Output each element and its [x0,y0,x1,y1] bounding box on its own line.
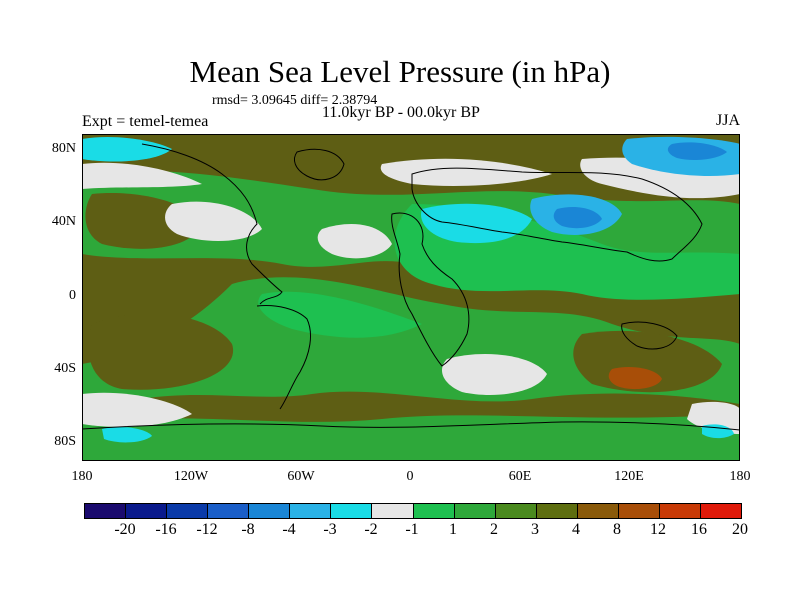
atlantic-green-zone [258,291,422,338]
map-title: Mean Sea Level Pressure (in hPa) [189,54,611,89]
central-asia-low-core [553,207,602,229]
coast-australia [621,321,678,350]
antarctic-low-west [102,426,152,443]
lon-label-60e: 60E [508,469,532,484]
map-svg [82,134,740,461]
north-america-neutral [165,201,262,241]
red-high-core [608,367,662,390]
legend-label: -8 [241,521,255,538]
legend-label: 16 [691,521,707,538]
coast-antarctica [82,421,740,431]
legend-label: 1 [449,521,457,538]
season-label: JJA [715,112,740,129]
arctic-low-east-core [667,142,727,160]
lat-label-80n: 80N [51,141,76,156]
arctic-neutral-center [380,158,552,186]
legend-label: 12 [650,521,666,538]
legend-swatch [577,504,619,518]
legend-label: 3 [531,521,539,538]
legend-swatch [413,504,455,518]
legend-swatch [126,504,168,518]
legend-label: -3 [323,521,337,538]
legend-swatch [167,504,209,518]
legend-label: -20 [114,521,136,538]
lon-label-0: 0 [406,469,414,484]
legend-label: -1 [405,521,419,538]
arctic-neutral-west [82,162,202,189]
legend-label: 8 [613,521,621,538]
coast-greenland [294,148,345,181]
stats-text: rmsd= 3.09645 diff= 2.38794 [212,93,378,108]
coast-africa [391,212,470,367]
legend-swatch [290,504,332,518]
arctic-low-west [82,137,172,162]
southern-pacific-neutral [82,392,192,427]
legend-swatch [659,504,701,518]
legend-swatch [249,504,291,518]
southern-green-band [82,277,740,404]
south-pacific-high [88,313,234,390]
lat-label-0: 0 [69,288,76,303]
legend-swatch [618,504,660,518]
legend-swatch [372,504,414,518]
coast-north-america [141,143,283,305]
experiment-label: Expt = temel-temea [82,113,209,130]
lon-label-180e: 180 [729,469,751,484]
legend-swatch [454,504,496,518]
coast-eurasia [411,167,703,262]
coast-south-america [256,305,311,410]
legend-swatch [700,504,741,518]
legend-label: 2 [490,521,498,538]
period-text: 11.0kyr BP - 00.0kyr BP [322,104,480,121]
lon-label-60w: 60W [287,469,315,484]
map-panel [82,134,740,461]
lat-label-40n: 40N [51,214,76,229]
legend-label: 4 [572,521,580,538]
lon-label-180w: 180 [71,469,93,484]
lon-label-120w: 120W [173,469,209,484]
coastlines [82,143,740,431]
legend-swatch [495,504,537,518]
legend-swatch [85,504,127,518]
legend-swatch [331,504,373,518]
legend-label: 20 [732,521,748,538]
legend-label: -16 [155,521,177,538]
legend-swatch [536,504,578,518]
color-legend [84,503,742,519]
lat-label-80s: 80S [54,434,76,449]
atlantic-neutral [317,224,392,259]
antarctic-green-zone [82,414,740,461]
legend-label: -2 [364,521,378,538]
south-africa-neutral [442,354,547,395]
legend-label: -12 [196,521,218,538]
lon-label-120e: 120E [614,469,644,484]
legend-label: -4 [282,521,296,538]
lat-label-40s: 40S [54,361,76,376]
antarctic-low-east [702,424,734,439]
legend-swatch [208,504,250,518]
eurasia-low [421,203,532,244]
